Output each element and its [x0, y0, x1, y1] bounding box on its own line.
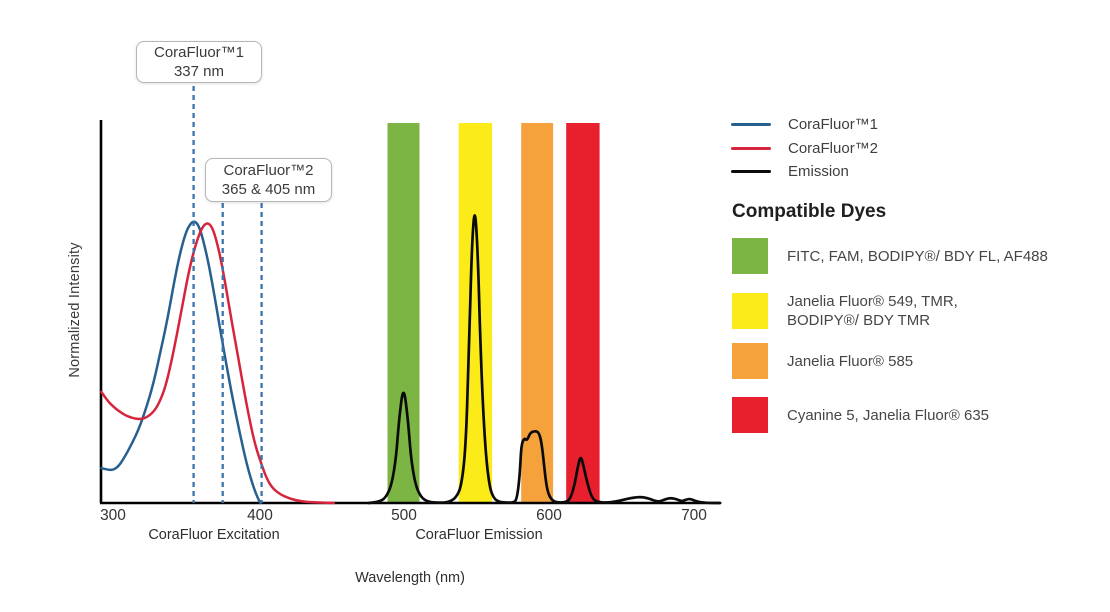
x-axis-label: Wavelength (nm): [355, 570, 465, 586]
dye-swatch-yellow: [732, 293, 768, 329]
dye-band-red: [566, 123, 600, 503]
annotation-box-corafluor1: CoraFluor™1 337 nm: [136, 41, 262, 83]
annotation-subtitle: 337 nm: [173, 63, 225, 80]
dye-swatch-green: [732, 238, 768, 274]
x-tick-500: 500: [391, 507, 417, 524]
dye-label: Cyanine 5, Janelia Fluor® 635: [787, 406, 990, 424]
series-emission: [367, 214, 722, 505]
legend-line-corafluor1: [731, 122, 771, 126]
annotation-title: CoraFluor™2: [223, 162, 314, 179]
legend-item-corafluor2: CoraFluor™2: [731, 136, 878, 160]
dye-band-green: [387, 123, 420, 503]
x-tick-400: 400: [247, 507, 273, 524]
x-tick-700: 700: [681, 507, 707, 524]
y-axis-label: Normalized Intensity: [67, 242, 83, 378]
annotation-title: CoraFluor™1: [153, 44, 245, 61]
dye-band-orange: [521, 123, 554, 503]
compatible-dyes-heading: Compatible Dyes: [732, 201, 887, 222]
annotation-subtitle: 365 & 405 nm: [221, 181, 316, 198]
dye-label: FITC, FAM, BODIPY®/ BDY FL, AF488: [787, 247, 1048, 265]
dye-item-orange: Janelia Fluor® 585: [732, 343, 913, 379]
dye-label: Janelia Fluor® 585: [787, 352, 914, 370]
dye-item-red: Cyanine 5, Janelia Fluor® 635: [732, 397, 989, 433]
dye-band-yellow: [458, 123, 493, 503]
legend-line-corafluor2: [731, 146, 771, 150]
legend-item-corafluor1: CoraFluor™1: [731, 112, 878, 136]
annotation-box-corafluor2: CoraFluor™2 365 & 405 nm: [205, 158, 332, 202]
dye-item-yellow: Janelia Fluor® 549, TMR, BODIPY®/ BDY TM…: [732, 292, 958, 330]
legend-label: Emission: [788, 162, 849, 180]
emission-section-label: CoraFluor Emission: [415, 527, 543, 543]
legend-label: CoraFluor™2: [788, 139, 879, 157]
excitation-section-label: CoraFluor Excitation: [148, 527, 280, 543]
legend-label: CoraFluor™1: [788, 115, 879, 133]
x-tick-300: 300: [100, 507, 126, 524]
x-tick-600: 600: [536, 507, 562, 524]
dye-swatch-red: [732, 397, 768, 433]
series-corafluor2: [100, 222, 336, 505]
dye-swatch-orange: [732, 343, 768, 379]
dye-item-green: FITC, FAM, BODIPY®/ BDY FL, AF488: [732, 238, 1048, 274]
legend-line-emission: [731, 169, 771, 173]
legend-item-emission: Emission: [731, 159, 849, 183]
series-corafluor1: [100, 220, 262, 505]
dye-label: Janelia Fluor® 549, TMR, BODIPY®/ BDY TM…: [787, 293, 958, 329]
